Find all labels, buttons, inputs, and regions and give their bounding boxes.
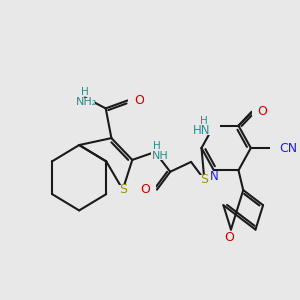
Bar: [198, 175, 211, 185]
Text: HN: HN: [193, 124, 210, 137]
Bar: [77, 88, 92, 95]
Text: CN: CN: [279, 142, 297, 154]
Text: H: H: [81, 86, 89, 97]
Text: S: S: [119, 183, 127, 196]
Text: S: S: [200, 173, 208, 186]
Bar: [222, 233, 236, 242]
Text: O: O: [140, 183, 150, 196]
Text: NH₂: NH₂: [76, 98, 98, 107]
Bar: [151, 152, 168, 160]
Text: N: N: [209, 170, 218, 183]
Text: O: O: [224, 231, 234, 244]
Text: H: H: [200, 116, 208, 126]
Text: O: O: [257, 105, 267, 118]
Bar: [74, 98, 95, 107]
Bar: [152, 142, 162, 150]
Bar: [116, 185, 129, 195]
Bar: [199, 117, 220, 126]
Bar: [252, 107, 263, 116]
Bar: [207, 172, 220, 181]
Bar: [270, 144, 289, 152]
Text: O: O: [134, 94, 144, 107]
Text: H: H: [153, 141, 161, 151]
Bar: [128, 96, 140, 105]
Bar: [200, 126, 220, 135]
Bar: [145, 185, 156, 194]
Text: NH: NH: [152, 151, 168, 161]
